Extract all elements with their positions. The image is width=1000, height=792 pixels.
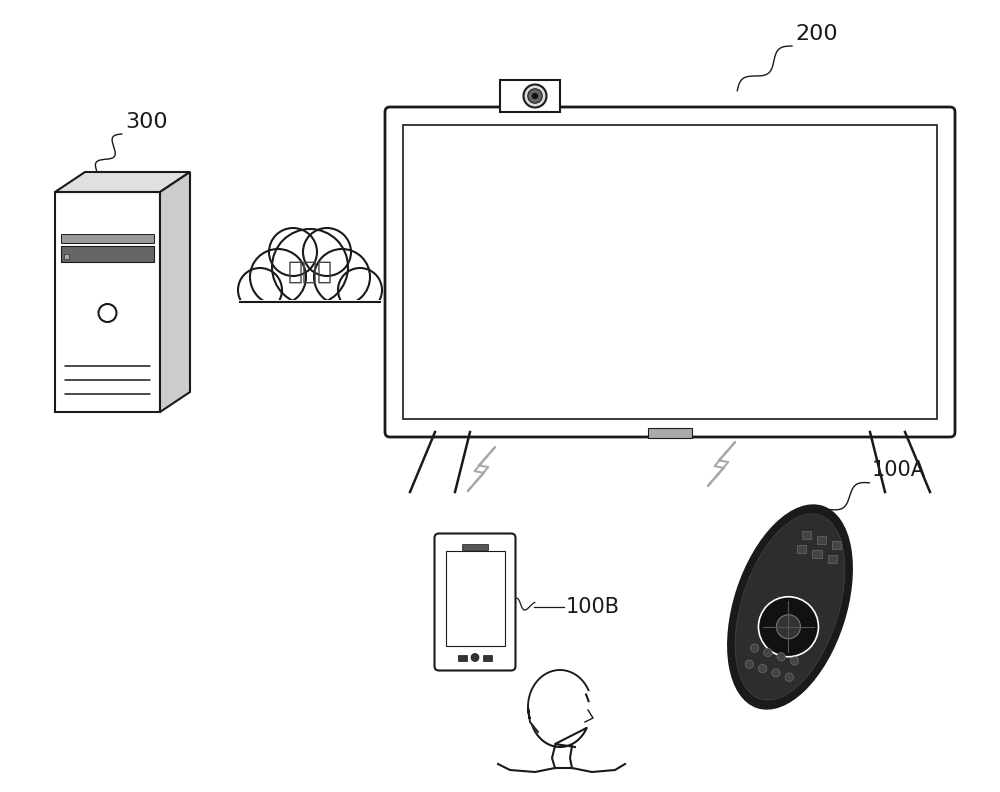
Bar: [238, 282, 382, 317]
Bar: [812, 550, 822, 558]
Ellipse shape: [735, 514, 845, 700]
Bar: [462, 544, 488, 550]
Polygon shape: [160, 172, 190, 412]
Bar: [500, 80, 560, 112]
Circle shape: [764, 648, 772, 657]
Circle shape: [532, 93, 538, 99]
Circle shape: [303, 228, 351, 276]
Polygon shape: [55, 172, 190, 192]
Circle shape: [790, 657, 799, 665]
Text: 100A: 100A: [872, 460, 926, 480]
Bar: [797, 545, 806, 554]
Bar: [832, 541, 841, 549]
Bar: [817, 536, 826, 544]
Bar: [61, 246, 154, 262]
FancyBboxPatch shape: [434, 534, 515, 671]
Bar: [237, 300, 383, 332]
Ellipse shape: [728, 506, 852, 708]
Circle shape: [772, 668, 780, 677]
Text: 200: 200: [795, 24, 838, 44]
Bar: [802, 531, 811, 539]
Circle shape: [750, 644, 759, 653]
Circle shape: [528, 89, 542, 103]
Bar: [483, 654, 492, 661]
Circle shape: [785, 673, 793, 681]
Circle shape: [776, 615, 800, 639]
Bar: [61, 234, 154, 243]
Text: 300: 300: [125, 112, 168, 132]
Circle shape: [745, 660, 754, 668]
Polygon shape: [55, 192, 160, 412]
Bar: [64, 254, 69, 260]
Text: 互联网: 互联网: [288, 260, 332, 284]
Circle shape: [758, 664, 767, 672]
Polygon shape: [528, 670, 589, 732]
Circle shape: [238, 268, 282, 312]
Circle shape: [250, 249, 306, 305]
Text: 100B: 100B: [566, 597, 620, 617]
Bar: [828, 555, 837, 563]
Circle shape: [471, 653, 479, 661]
Circle shape: [272, 229, 348, 305]
Bar: [648, 428, 692, 438]
Circle shape: [338, 268, 382, 312]
Circle shape: [524, 85, 546, 108]
Bar: [446, 551, 505, 646]
Bar: [458, 654, 467, 661]
Circle shape: [758, 596, 818, 657]
Bar: [403, 125, 937, 419]
Circle shape: [777, 653, 785, 661]
FancyBboxPatch shape: [385, 107, 955, 437]
Circle shape: [314, 249, 370, 305]
Circle shape: [269, 228, 317, 276]
